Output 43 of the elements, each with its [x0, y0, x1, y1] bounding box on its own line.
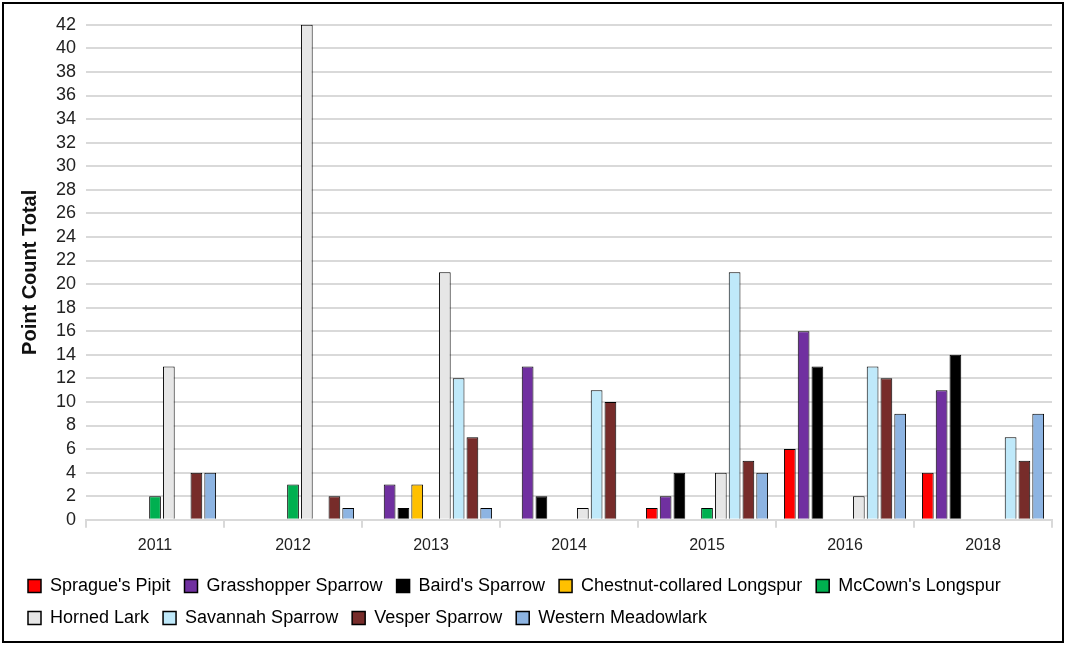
y-tick-label: 42	[55, 13, 77, 34]
legend-label: Sprague's Pipit	[50, 574, 171, 595]
legend-label: Vesper Sparrow	[374, 606, 504, 627]
x-tick-label: 2016	[827, 535, 863, 553]
x-tick-label: 2014	[551, 535, 587, 553]
legend-label: Horned Lark	[50, 606, 151, 627]
y-tick-label: 38	[55, 60, 77, 81]
y-tick-label: 36	[55, 84, 77, 105]
y-tick-label: 10	[55, 390, 77, 411]
y-tick-label: 28	[55, 178, 77, 199]
y-tick-label: 6	[66, 438, 77, 459]
bar	[673, 472, 686, 519]
x-tick-label: 2018	[965, 535, 1001, 553]
y-tick-label: 12	[55, 367, 77, 388]
legend-label: Western Meadowlark	[538, 606, 708, 627]
legend-label: Grasshopper Sparrow	[206, 574, 384, 595]
legend-label: Savannah Sparrow	[185, 606, 340, 627]
y-tick-label: 18	[55, 296, 77, 317]
y-tick-label: 2	[66, 485, 77, 506]
y-tick-label: 26	[55, 202, 77, 223]
bar	[811, 366, 824, 519]
x-tick-label: 2015	[689, 535, 725, 553]
legend-label: Baird's Sparrow	[418, 574, 547, 595]
bar	[535, 496, 548, 519]
y-tick-label: 30	[55, 155, 77, 176]
y-tick-label: 40	[55, 37, 77, 58]
y-tick-label: 8	[66, 414, 77, 435]
legend-label: McCown's Longspur	[838, 574, 1001, 595]
y-tick-label: 0	[66, 508, 77, 529]
y-tick-label: 16	[55, 320, 77, 341]
y-tick-label: 22	[55, 249, 77, 270]
legend-label: Chestnut-collared Longspur	[581, 574, 803, 595]
y-tick-label: 20	[55, 273, 77, 294]
y-tick-label: 32	[55, 131, 77, 152]
y-axis-title: Point Count Total	[17, 189, 40, 355]
y-tick-label: 34	[55, 108, 77, 129]
y-tick-label: 4	[66, 461, 77, 482]
x-tick-label: 2013	[413, 535, 449, 553]
y-tick-label: 14	[55, 343, 77, 364]
x-tick-label: 2011	[137, 535, 173, 553]
x-tick-label: 2012	[275, 535, 311, 553]
y-tick-label: 24	[55, 225, 77, 246]
bar	[949, 354, 962, 519]
